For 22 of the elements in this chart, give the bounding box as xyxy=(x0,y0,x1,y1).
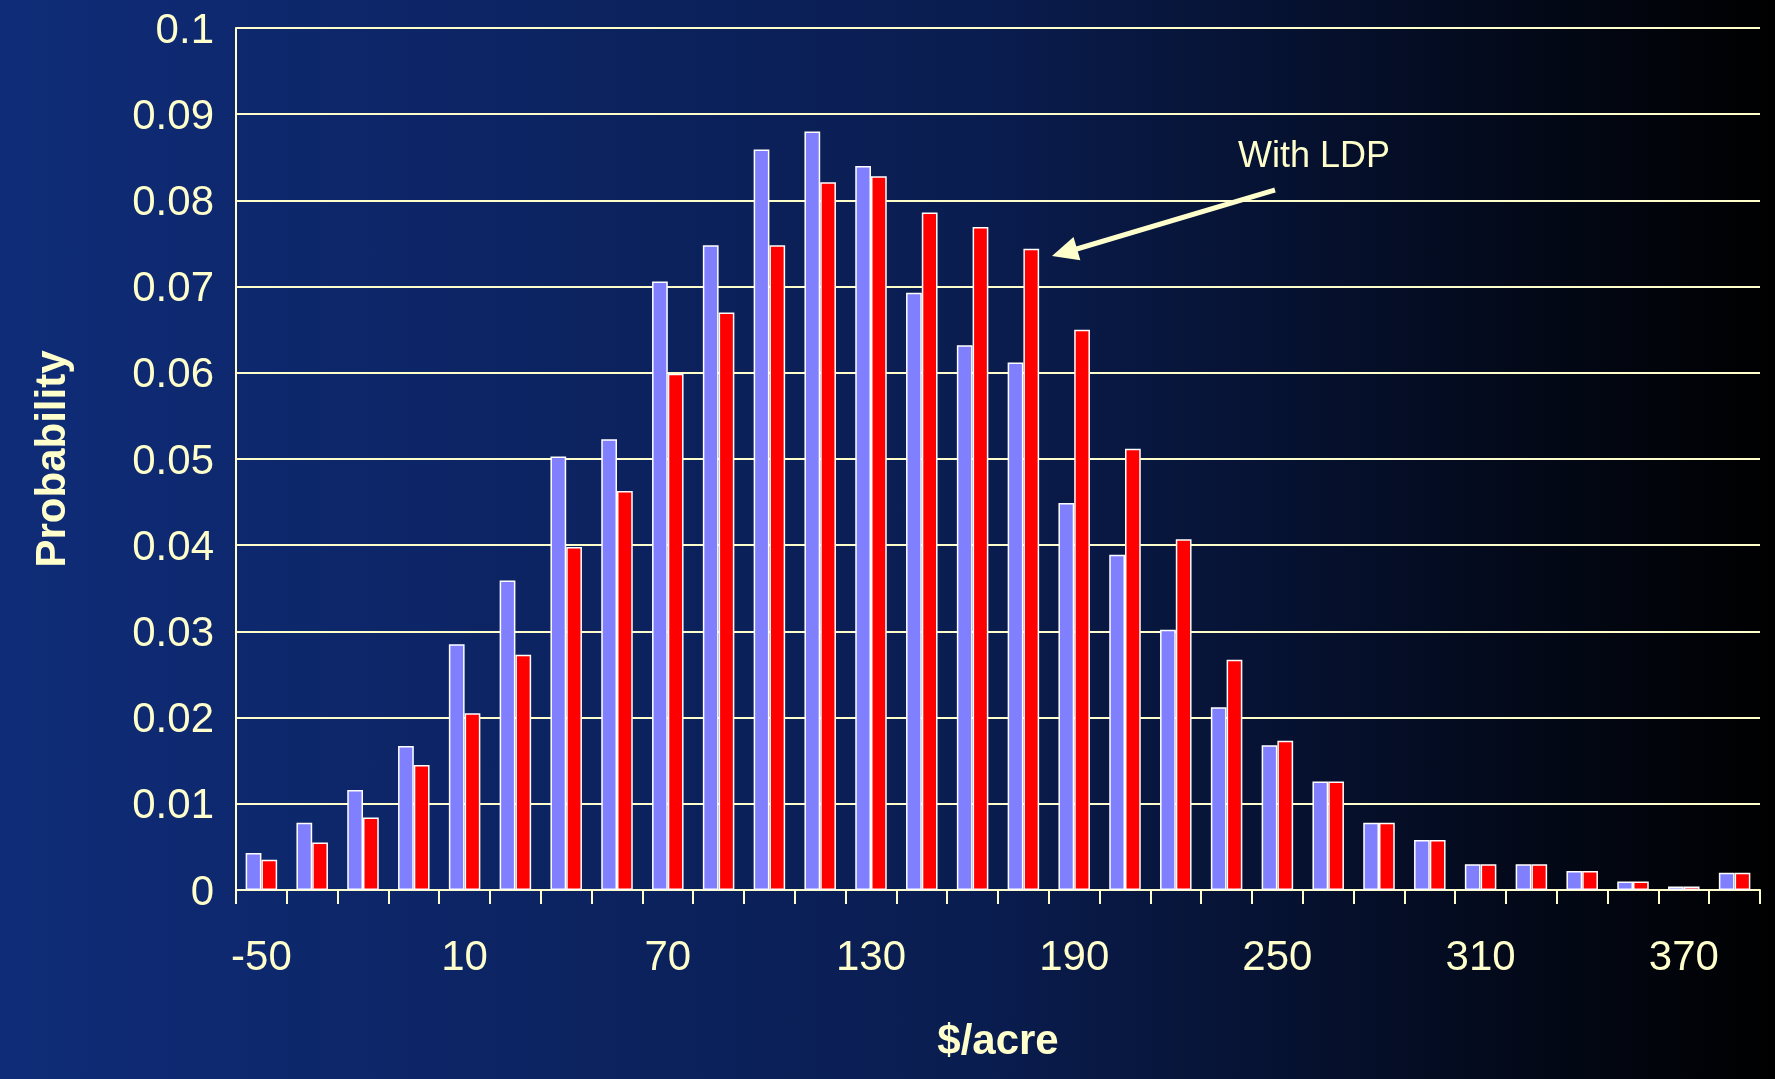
x-tick-label: -50 xyxy=(231,931,292,979)
x-tick-label: 370 xyxy=(1648,931,1719,979)
y-axis-title: Probability xyxy=(26,349,74,568)
y-tick-label: 0.06 xyxy=(132,349,214,397)
x-tick-label: 310 xyxy=(1445,931,1516,979)
y-tick-label: 0.09 xyxy=(132,90,214,138)
x-tick-label: 70 xyxy=(644,931,692,979)
annotation: With LDP xyxy=(1238,134,1391,176)
y-tick-label: 0.04 xyxy=(132,521,214,569)
x-tick-label: 10 xyxy=(441,931,488,979)
y-tick-label: 0.08 xyxy=(132,176,214,224)
y-tick-label: 0.03 xyxy=(132,607,214,655)
y-tick-label: 0.07 xyxy=(132,263,214,311)
x-tick-label: 130 xyxy=(835,931,907,979)
y-tick-label: 0.01 xyxy=(132,780,214,828)
y-tick-label: 0.02 xyxy=(132,694,214,742)
x-tick-label: 250 xyxy=(1242,931,1313,979)
y-tick-label: 0 xyxy=(190,866,214,914)
x-tick-label: 190 xyxy=(1039,931,1110,979)
y-tick-label: 0.05 xyxy=(132,435,214,483)
y-tick-label: 0.1 xyxy=(155,4,214,52)
x-axis-title: $/acre xyxy=(937,1015,1059,1063)
